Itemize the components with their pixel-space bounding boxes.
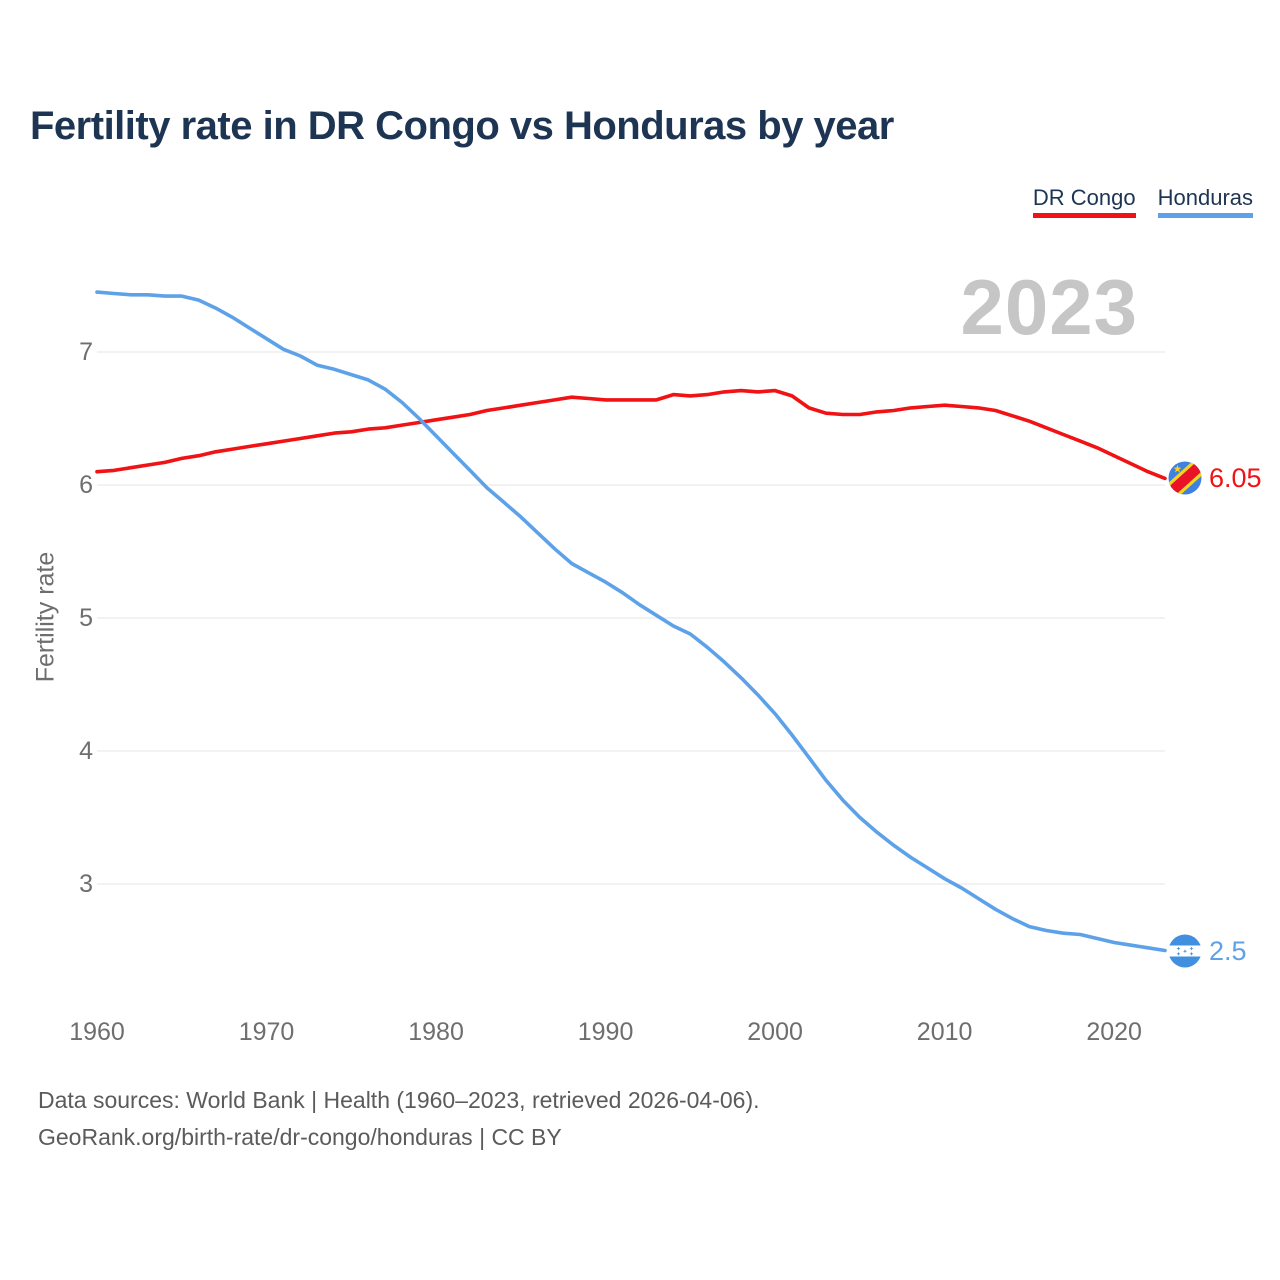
legend: DR Congo Honduras bbox=[1032, 185, 1253, 219]
x-tick-label-2010: 2010 bbox=[916, 1018, 973, 1046]
y-tick-label-4: 4 bbox=[79, 737, 93, 765]
y-axis-title: Fertility rate bbox=[31, 551, 60, 683]
legend-item-honduras[interactable]: Honduras bbox=[1157, 185, 1253, 219]
y-tick-label-7: 7 bbox=[79, 338, 93, 366]
honduras-flag-icon bbox=[1168, 934, 1202, 967]
y-tick-label-5: 5 bbox=[79, 604, 93, 632]
data-source-note: Data sources: World Bank | Health (1960–… bbox=[38, 1082, 760, 1156]
series-line-dr-congo[interactable] bbox=[95, 388, 1167, 481]
y-tick-label-3: 3 bbox=[79, 870, 93, 898]
legend-underline-honduras bbox=[1157, 213, 1253, 219]
end-label-honduras: 2.5 bbox=[1168, 934, 1247, 968]
x-tick-label-1960: 1960 bbox=[69, 1018, 125, 1046]
x-tick-label-2020: 2020 bbox=[1086, 1018, 1142, 1046]
legend-label-honduras: Honduras bbox=[1157, 185, 1253, 210]
y-tick-label-6: 6 bbox=[79, 471, 93, 499]
x-tick-label-1980: 1980 bbox=[408, 1018, 464, 1046]
data-source-line1: Data sources: World Bank | Health (1960–… bbox=[38, 1087, 760, 1113]
dr-congo-flag-icon bbox=[1168, 461, 1202, 495]
end-value-dr-congo: 6.05 bbox=[1209, 463, 1262, 494]
data-source-line2: GeoRank.org/birth-rate/dr-congo/honduras… bbox=[38, 1124, 562, 1150]
end-label-dr-congo: 6.05 bbox=[1168, 461, 1262, 495]
x-tick-label-2000: 2000 bbox=[747, 1018, 803, 1046]
x-tick-label-1970: 1970 bbox=[238, 1018, 295, 1046]
end-value-honduras: 2.5 bbox=[1209, 935, 1247, 966]
page-title: Fertility rate in DR Congo vs Honduras b… bbox=[30, 104, 894, 148]
current-year-watermark: 2023 bbox=[960, 263, 1138, 351]
series-line-honduras[interactable] bbox=[95, 290, 1167, 953]
x-tick-label-1990: 1990 bbox=[577, 1018, 634, 1046]
legend-underline-dr-congo bbox=[1032, 213, 1136, 219]
legend-item-dr-congo[interactable]: DR Congo bbox=[1032, 185, 1136, 219]
legend-label-dr-congo: DR Congo bbox=[1032, 185, 1136, 210]
